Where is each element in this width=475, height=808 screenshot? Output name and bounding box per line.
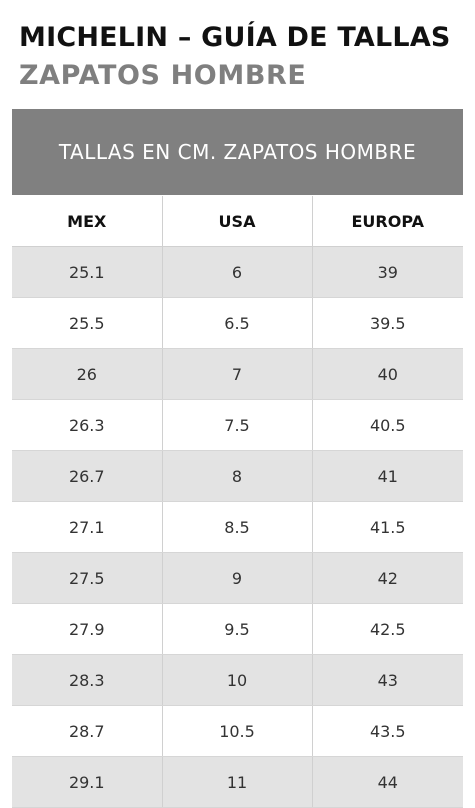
table-row: 25.5 6.5 39.5 [12,297,463,349]
cell-usa: 8.5 [161,501,312,553]
table-row: 26.7 8 41 [12,450,463,502]
cell-europa: 40.5 [311,399,463,451]
size-table: MEX USA EUROPA 25.1 6 39 25.5 6.5 39.5 2… [12,196,463,808]
cell-usa: 9 [161,552,312,604]
cell-europa: 42.5 [311,603,463,655]
cell-mex: 26.7 [12,450,162,502]
cell-europa: 41 [311,450,463,502]
table-banner: TALLAS EN CM. ZAPATOS HOMBRE [12,109,463,195]
cell-europa: 41.5 [311,501,463,553]
cell-usa: 9.5 [161,603,312,655]
cell-mex: 29.1 [12,756,162,808]
cell-mex: 26.3 [12,399,162,451]
table-row: 27.9 9.5 42.5 [12,603,463,655]
column-header-mex: MEX [12,196,162,247]
table-row: 27.1 8.5 41.5 [12,501,463,553]
cell-usa: 7.5 [161,399,312,451]
cell-mex: 26 [12,348,162,400]
table-banner-label: TALLAS EN CM. ZAPATOS HOMBRE [58,140,417,164]
cell-usa: 7 [161,348,312,400]
cell-europa: 43 [311,654,463,706]
cell-usa: 6 [161,246,312,298]
table-row: 29.1 11 44 [12,756,463,808]
cell-europa: 44 [311,756,463,808]
cell-europa: 43.5 [311,705,463,757]
cell-usa: 10 [161,654,312,706]
column-header-europa: EUROPA [311,196,463,247]
cell-europa: 40 [311,348,463,400]
cell-mex: 27.1 [12,501,162,553]
cell-usa: 6.5 [161,297,312,349]
cell-usa: 8 [161,450,312,502]
table-row: 26.3 7.5 40.5 [12,399,463,451]
cell-mex: 28.3 [12,654,162,706]
table-row: 26 7 40 [12,348,463,400]
cell-mex: 25.1 [12,246,162,298]
cell-mex: 27.9 [12,603,162,655]
cell-europa: 39 [311,246,463,298]
cell-usa: 11 [161,756,312,808]
cell-mex: 27.5 [12,552,162,604]
table-row: 28.3 10 43 [12,654,463,706]
cell-usa: 10.5 [161,705,312,757]
column-header-usa: USA [161,196,312,247]
table-header-row: MEX USA EUROPA [12,196,463,247]
table-row: 27.5 9 42 [12,552,463,604]
cell-europa: 39.5 [311,297,463,349]
cell-mex: 25.5 [12,297,162,349]
table-row: 28.7 10.5 43.5 [12,705,463,757]
cell-mex: 28.7 [12,705,162,757]
table-row: 25.1 6 39 [12,246,463,298]
page-title: MICHELIN – GUÍA DE TALLAS [19,22,451,53]
page-subtitle: ZAPATOS HOMBRE [19,60,307,91]
cell-europa: 42 [311,552,463,604]
